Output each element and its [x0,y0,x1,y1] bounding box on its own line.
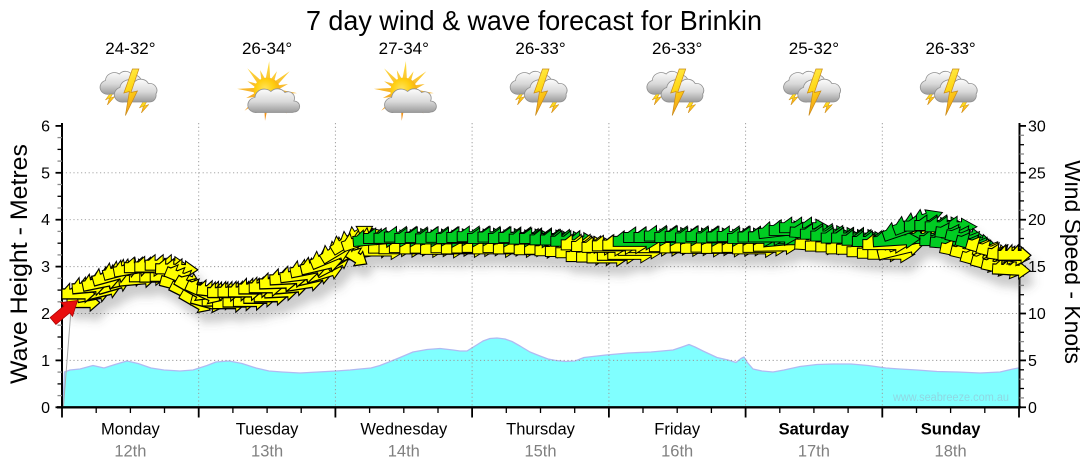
svg-text:17th: 17th [798,443,830,461]
svg-text:25-32°: 25-32° [789,39,839,58]
svg-text:30: 30 [1028,118,1046,135]
svg-text:Saturday: Saturday [779,421,850,439]
svg-text:www.seabreeze.com.au: www.seabreeze.com.au [892,392,1009,404]
svg-text:15th: 15th [524,443,556,461]
svg-text:12th: 12th [114,443,146,461]
svg-text:Monday: Monday [101,421,160,439]
svg-text:4: 4 [41,212,50,229]
svg-text:26-33°: 26-33° [925,39,975,58]
svg-text:2: 2 [41,306,50,323]
svg-text:6: 6 [41,118,50,135]
svg-text:1: 1 [41,353,50,370]
svg-text:3: 3 [41,259,50,276]
svg-text:18th: 18th [935,443,967,461]
svg-text:10: 10 [1028,306,1046,323]
svg-text:16th: 16th [661,443,693,461]
svg-text:20: 20 [1028,212,1046,229]
svg-text:27-34°: 27-34° [379,39,429,58]
svg-text:Wave Height - Metres: Wave Height - Metres [6,144,33,384]
svg-text:Friday: Friday [654,421,701,439]
svg-text:15: 15 [1028,259,1046,276]
svg-text:Sunday: Sunday [921,421,981,439]
svg-text:5: 5 [1028,353,1037,370]
svg-text:26-33°: 26-33° [652,39,702,58]
svg-text:14th: 14th [388,443,420,461]
svg-text:5: 5 [41,165,50,182]
svg-text:Thursday: Thursday [506,421,576,439]
svg-text:25: 25 [1028,165,1046,182]
svg-text:0: 0 [1028,400,1037,417]
svg-text:0: 0 [41,400,50,417]
svg-text:7 day wind & wave forecast for: 7 day wind & wave forecast for Brinkin [306,5,762,36]
svg-text:26-34°: 26-34° [242,39,292,58]
svg-text:24-32°: 24-32° [105,39,155,58]
svg-text:Wind Speed - Knots: Wind Speed - Knots [1060,160,1080,364]
svg-text:13th: 13th [251,443,283,461]
svg-text:Tuesday: Tuesday [236,421,299,439]
svg-text:Wednesday: Wednesday [360,421,448,439]
svg-text:26-33°: 26-33° [515,39,565,58]
